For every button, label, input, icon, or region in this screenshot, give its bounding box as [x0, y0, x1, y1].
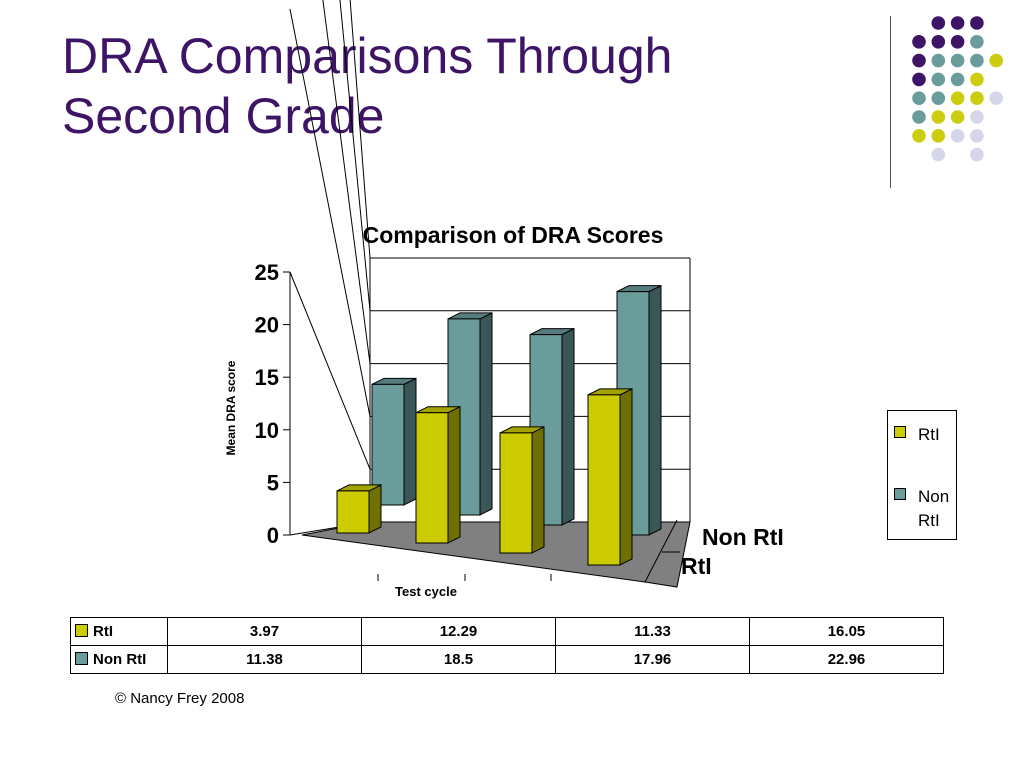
decorative-dot [950, 110, 965, 124]
table-cell: 3.97 [167, 617, 362, 646]
decorative-dot [970, 110, 984, 124]
decorative-dot [970, 53, 984, 68]
table-row-label: RtI [70, 617, 168, 646]
decorative-dot [931, 110, 946, 124]
legend-label-rti: RtI [918, 425, 940, 444]
x-axis-label: Test cycle [395, 584, 457, 599]
chart-data-table: RtI 3.97 12.29 11.33 16.05 Non RtI 11.38… [70, 617, 944, 674]
table-cell: 12.29 [361, 617, 556, 646]
bar-rti-1 [336, 484, 382, 534]
decorative-dot [912, 72, 926, 87]
decorative-dot [931, 72, 946, 87]
y-tick-label: 20 [255, 313, 279, 338]
decorative-dot [970, 35, 984, 49]
decorative-dot [931, 147, 946, 162]
decorative-dot [912, 35, 926, 49]
decorative-dot [970, 147, 984, 162]
table-series-name: RtI [93, 623, 113, 640]
decorative-dot [970, 129, 984, 143]
decorative-dot [931, 35, 946, 49]
chart-title: Comparison of DRA Scores [363, 222, 664, 248]
gridline [349, 0, 371, 259]
decorative-dot [970, 72, 984, 87]
depth-axis-label-non-rti: Non RtI [702, 524, 784, 550]
decorative-dot [931, 129, 946, 143]
y-axis-label: Mean DRA score [224, 360, 238, 455]
decorative-dot [950, 91, 965, 105]
legend-label-non-rti: Non RtI [918, 487, 950, 530]
decorative-dot [989, 91, 1003, 105]
y-tick-label: 25 [255, 260, 279, 285]
decorative-dot [912, 129, 926, 143]
y-tick-label: 15 [255, 365, 279, 390]
bar-rti-4 [587, 388, 633, 566]
table-swatch-non-rti [75, 652, 88, 665]
decorative-dot [950, 129, 965, 143]
decorative-dot [912, 110, 926, 124]
slide-title-line-2: Second Grade [62, 88, 385, 144]
decorative-dot [912, 53, 926, 68]
decorative-dot [950, 53, 965, 68]
decorative-dot [931, 53, 946, 68]
gridline [322, 0, 371, 364]
legend-swatch-rti [894, 426, 906, 438]
decorative-dot-grid [912, 16, 1003, 162]
corner-divider-line [890, 16, 891, 188]
gridline [339, 0, 371, 311]
decorative-dot [950, 16, 965, 30]
chart-legend: RtI Non RtI [887, 410, 957, 540]
table-cell: 11.33 [555, 617, 750, 646]
decorative-dot [989, 53, 1003, 68]
dra-bar-chart: 0 5 10 15 20 25 Comparison of DRA Scores Mean… [224, 0, 784, 599]
decorative-dot [970, 16, 984, 30]
slide-title: DRA Comparisons Through Second Grade [62, 26, 822, 146]
decorative-dot [970, 91, 984, 105]
decorative-dot [912, 91, 926, 105]
table-cell: 11.38 [167, 645, 362, 674]
bar-rti-3 [499, 426, 545, 554]
table-row-label: Non RtI [70, 645, 168, 674]
legend-swatch-non-rti [894, 488, 906, 500]
y-tick-label: 10 [255, 418, 279, 443]
table-row-non-rti: Non RtI 11.38 18.5 17.96 22.96 [70, 645, 944, 674]
depth-axis-line [644, 519, 678, 583]
slide-title-line-1: DRA Comparisons Through [62, 28, 673, 84]
gridline [289, 271, 371, 470]
table-cell: 16.05 [749, 617, 944, 646]
depth-axis-label-rti: RtI [681, 553, 712, 579]
decorative-dot [950, 35, 965, 49]
decorative-dot [931, 91, 946, 105]
table-cell: 18.5 [361, 645, 556, 674]
decorative-dot [931, 16, 946, 30]
table-cell: 22.96 [749, 645, 944, 674]
gridline [289, 8, 371, 417]
bar-rti-2 [415, 405, 461, 544]
bar-non-rti-1 [371, 377, 417, 506]
table-series-name: Non RtI [93, 651, 147, 668]
bar-non-rti-4 [616, 284, 662, 536]
table-cell: 17.96 [555, 645, 750, 674]
table-row-rti: RtI 3.97 12.29 11.33 16.05 [70, 617, 944, 646]
y-tick-label: 0 [267, 523, 279, 548]
decorative-dot [950, 72, 965, 87]
y-tick-label: 5 [267, 470, 279, 495]
copyright-notice: © Nancy Frey 2008 [115, 690, 245, 707]
table-swatch-rti [75, 624, 88, 637]
